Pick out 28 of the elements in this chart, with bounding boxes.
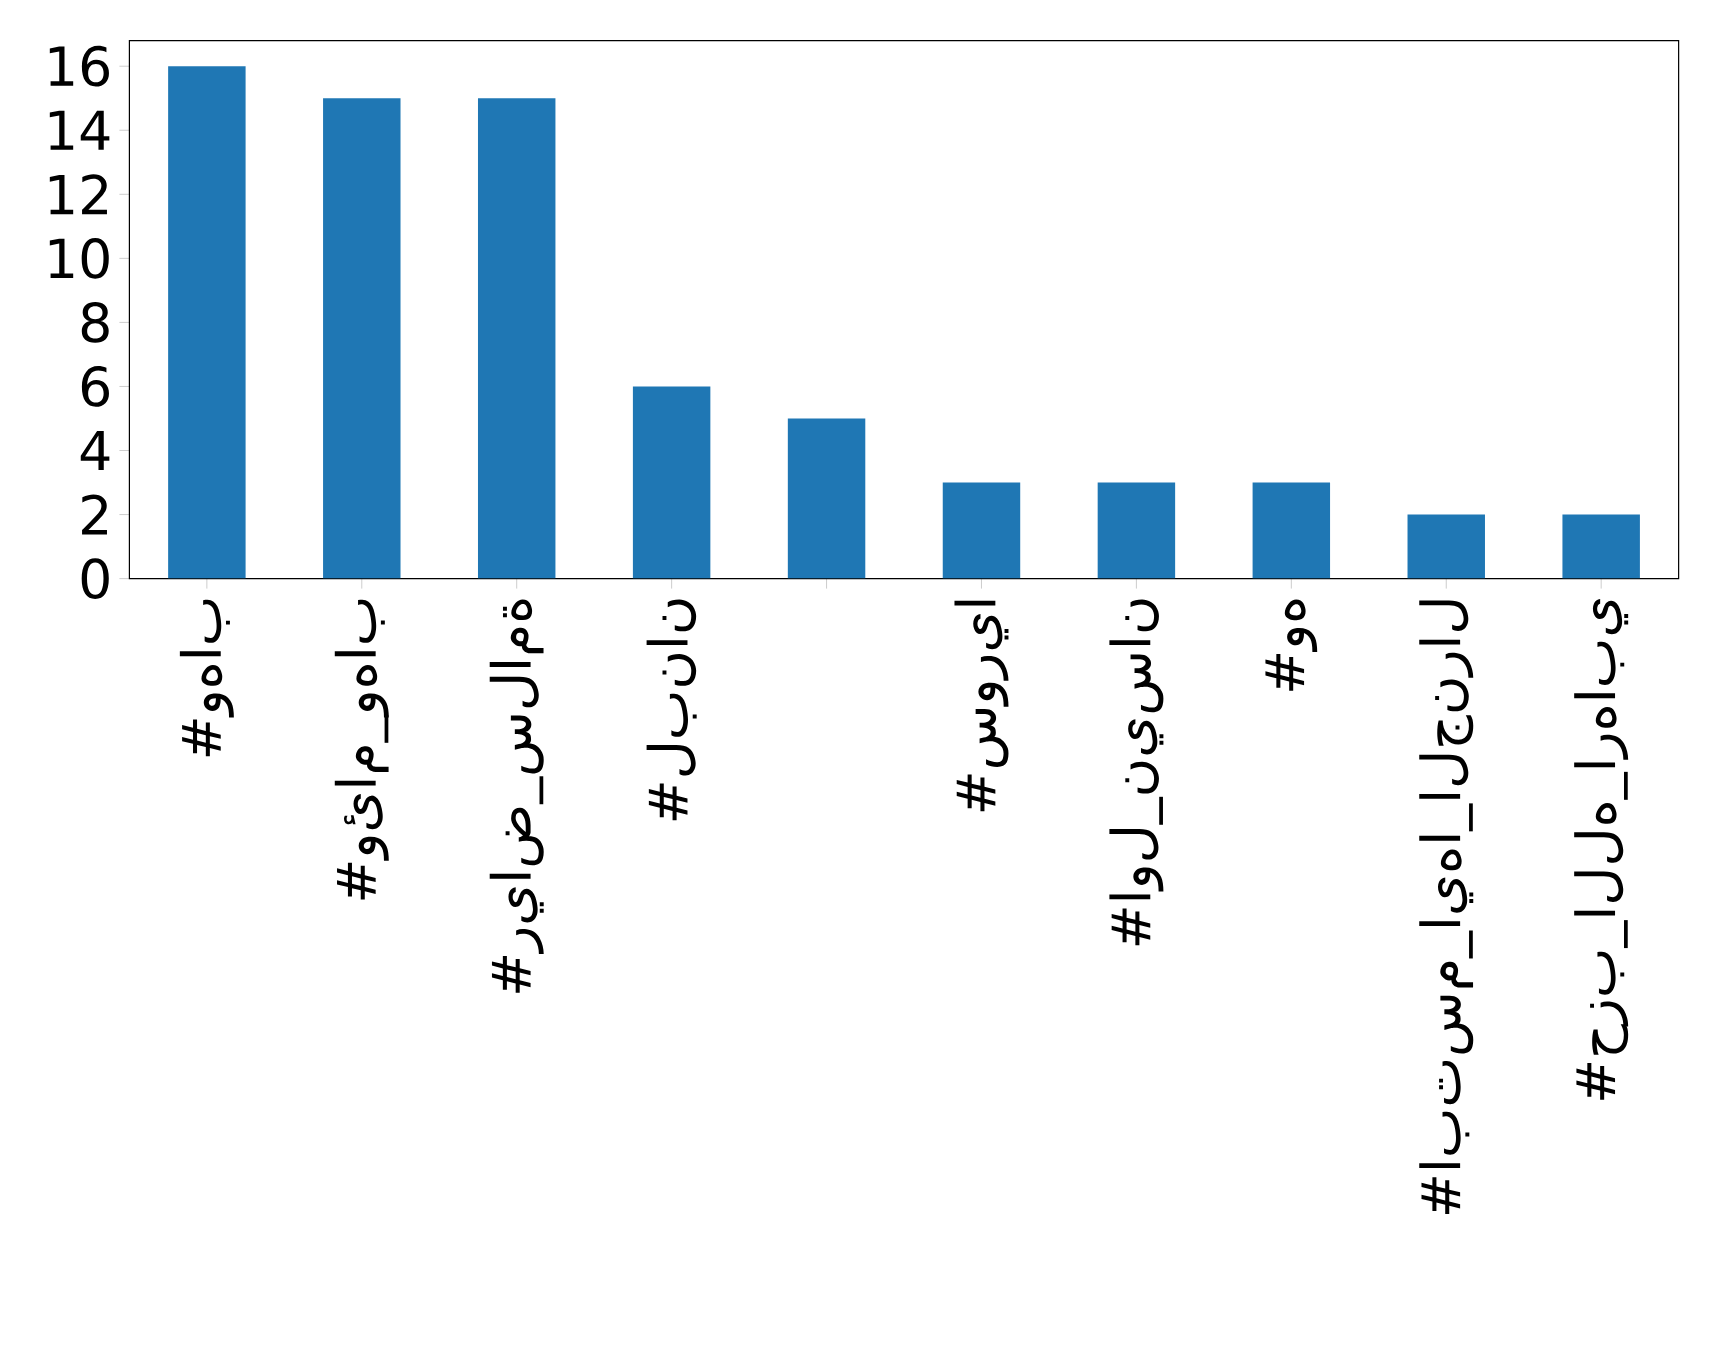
y-tick-label: 12 — [49, 174, 107, 215]
x-tick-label: #لبنان — [646, 599, 697, 821]
bar — [787, 418, 866, 579]
bar — [477, 98, 556, 579]
x-tick-label: #وه — [1265, 599, 1318, 691]
x-tick-label: #حزب_الله_ارهابي — [1574, 598, 1629, 1100]
x-tick-label: #ابتسم_ايها_الجنرال — [1419, 600, 1474, 1215]
bar — [942, 482, 1021, 579]
y-tick-label: 8 — [81, 302, 109, 343]
x-tick-label: #وئام_وهاب — [334, 599, 389, 900]
y-tick-label: 14 — [49, 110, 110, 150]
bar — [1562, 514, 1640, 579]
bar — [323, 98, 401, 579]
x-tick-label: #سوريا — [954, 600, 1009, 812]
bar — [632, 386, 711, 579]
y-tick-label: 10 — [49, 238, 109, 279]
x-tick-label: #اول_نيسان — [1109, 599, 1164, 946]
bar — [1097, 482, 1176, 579]
y-tick-label: 4 — [80, 430, 110, 471]
y-tick-label: 0 — [81, 558, 109, 599]
y-tick-label: 16 — [49, 45, 109, 87]
bar — [168, 66, 246, 579]
x-tick-label: #وهاب — [179, 599, 234, 757]
x-tick-label: #رياض_سلامة — [489, 599, 544, 993]
y-tick-label: 6 — [81, 366, 109, 407]
bar — [1407, 514, 1485, 579]
y-tick-label: 2 — [82, 494, 107, 535]
bar — [1252, 482, 1331, 579]
